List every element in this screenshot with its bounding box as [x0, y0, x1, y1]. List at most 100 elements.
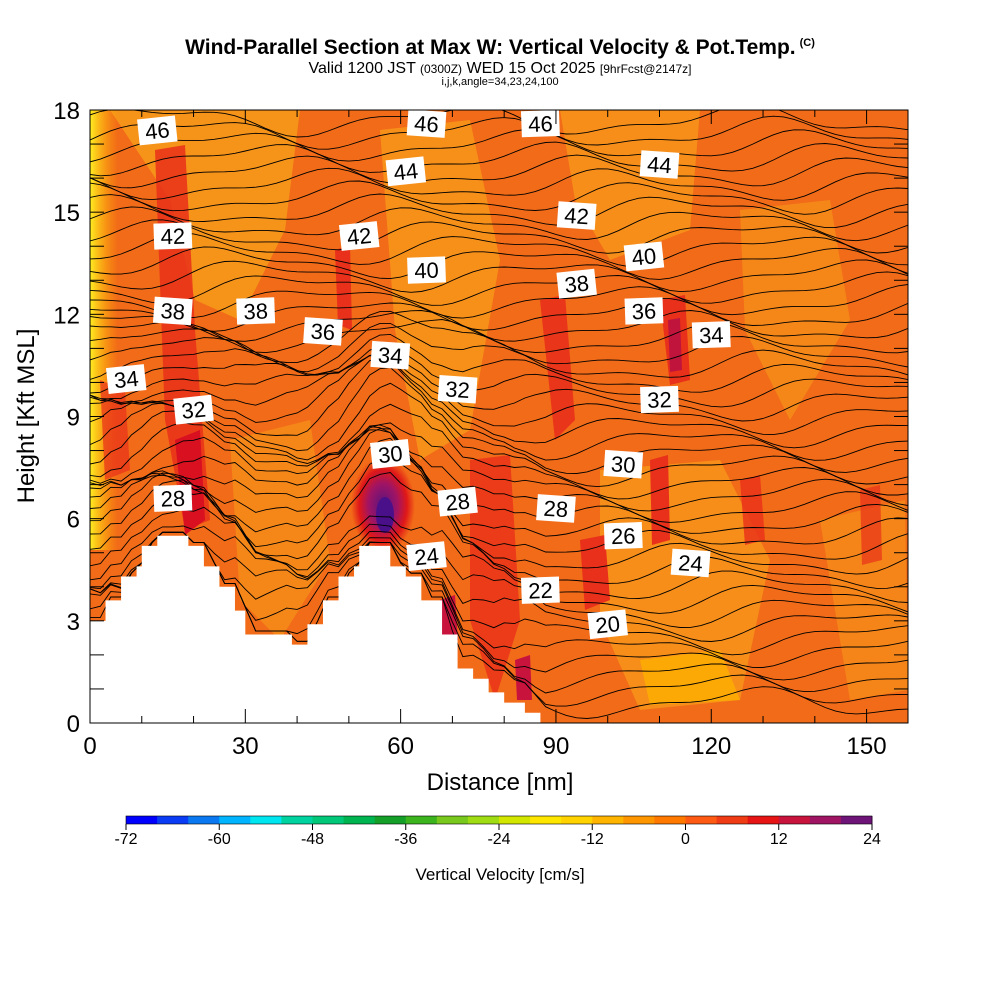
y-tick-label: 12: [53, 302, 80, 329]
colorbar-swatch: [747, 816, 780, 824]
velocity-region: [380, 120, 500, 460]
isentrope-line: [90, 426, 908, 534]
isentrope-label-box: [437, 486, 478, 517]
x-tick-label: 0: [83, 733, 96, 760]
velocity-region: [600, 460, 770, 710]
colorbar-swatch: [219, 816, 251, 824]
colorbar-swatch: [530, 816, 562, 824]
isentrope-label: 38: [152, 296, 193, 326]
y-tick-label: 18: [53, 98, 80, 125]
isentrope-line: [90, 531, 908, 668]
isentrope-line: [90, 115, 908, 150]
x-tick-label: 60: [387, 733, 414, 760]
isentrope-label-box: [556, 201, 597, 230]
isentrope-label: 32: [640, 385, 679, 414]
colorbar-swatch: [312, 816, 345, 824]
chart-title: Wind-Parallel Section at Max W: Vertical…: [0, 36, 1000, 60]
isentrope-label: 32: [437, 374, 478, 404]
isentrope-line: [90, 310, 908, 342]
isentrope-line: [90, 141, 908, 177]
isentrope-line: [90, 437, 908, 575]
y-tick-label: 3: [67, 609, 80, 636]
colorbar-swatch: [250, 816, 282, 824]
colorbar-tick-label: -48: [301, 831, 324, 848]
x-tick-label: 90: [543, 733, 570, 760]
isentrope-label-box: [152, 296, 193, 326]
isentrope-label-box: [406, 109, 447, 138]
isentrope-label: 42: [153, 222, 193, 250]
isentrope-label: 46: [520, 109, 560, 138]
isentrope-label-box: [691, 321, 731, 349]
isentrope-label-box: [338, 221, 380, 251]
isentrope-label: 30: [603, 449, 644, 479]
isentrope-label-text: 22: [528, 578, 553, 604]
isentrope-label-box: [603, 449, 644, 479]
x-tick-label: 30: [232, 733, 259, 760]
isentrope-label-box: [406, 541, 447, 572]
isentrope-label: 30: [370, 439, 411, 469]
isentrope-label: 34: [691, 321, 731, 349]
isentrope-label: 34: [105, 364, 147, 394]
y-tick-label: 6: [67, 507, 80, 534]
colorbar-swatch: [467, 816, 500, 824]
isentrope-label: 20: [587, 609, 628, 640]
isentrope-label: 40: [623, 241, 665, 272]
colorbar-tick-label: -24: [487, 831, 510, 848]
isentrope-label-box: [670, 548, 711, 578]
isentrope-label-text: 32: [180, 396, 207, 423]
isentrope-line: [90, 428, 908, 560]
isentrope-line: [90, 344, 908, 408]
isentrope-label: 46: [406, 109, 447, 138]
isentropes: [90, 110, 908, 719]
colorbar-tick-label: -72: [114, 831, 137, 848]
isentrope-label-text: 26: [611, 523, 636, 549]
isentrope-line: [90, 403, 908, 500]
isentrope-label: 24: [670, 548, 711, 578]
x-tick-label: 150: [847, 733, 887, 760]
isentrope-label-text: 28: [444, 488, 471, 515]
colorbar-swatch: [126, 816, 158, 824]
colorbar-swatch: [716, 816, 749, 824]
valid-time: Valid 1200 JST: [308, 60, 416, 77]
isentrope-line: [90, 382, 908, 488]
colorbar-swatch: [188, 816, 220, 824]
isentrope-line: [90, 354, 908, 449]
colorbar-tick-label: 12: [770, 831, 788, 848]
colorbar-swatch: [561, 816, 593, 824]
isentrope-label: 36: [624, 297, 664, 325]
isentrope-line: [90, 284, 908, 319]
velocity-region: [740, 200, 850, 420]
isentrope-label-text: 36: [310, 319, 336, 346]
isentrope-line: [90, 298, 908, 332]
isentrope-label-text: 32: [444, 376, 470, 403]
isentrope-label: 28: [153, 484, 193, 512]
isentrope-line: [90, 206, 908, 242]
colorbar-swatch: [840, 816, 873, 824]
colorbar-tick-label: -36: [394, 831, 417, 848]
isentrope-label-text: 38: [243, 299, 268, 325]
isentrope-line: [90, 319, 908, 354]
colorbar-swatch: [778, 816, 811, 824]
isentrope-label-box: [536, 494, 576, 523]
isentrope-label: 42: [556, 201, 597, 230]
colorbar-swatch: [592, 816, 624, 824]
isentrope-label-text: 34: [699, 322, 724, 348]
colorbar-swatch: [436, 816, 469, 824]
y-tick-label: 0: [67, 711, 80, 738]
isentrope-label: 40: [407, 256, 446, 284]
velocity-region: [515, 655, 532, 700]
isentrope-label-box: [370, 439, 411, 469]
isentrope-label-text: 42: [564, 203, 590, 230]
colorbar-swatch: [685, 816, 718, 824]
isentrope-label: 42: [338, 221, 380, 251]
isentrope-line: [90, 110, 908, 138]
isentrope-label-box: [520, 109, 560, 138]
isentrope-label: 44: [385, 156, 427, 187]
colorbar-swatch: [809, 816, 842, 824]
isentrope-label-text: 46: [528, 111, 553, 137]
isentrope-label: 38: [236, 297, 276, 325]
chart-subtitle: Valid 1200 JST (0300Z) WED 15 Oct 2025 […: [0, 60, 1000, 78]
colorbar-swatch: [654, 816, 686, 824]
